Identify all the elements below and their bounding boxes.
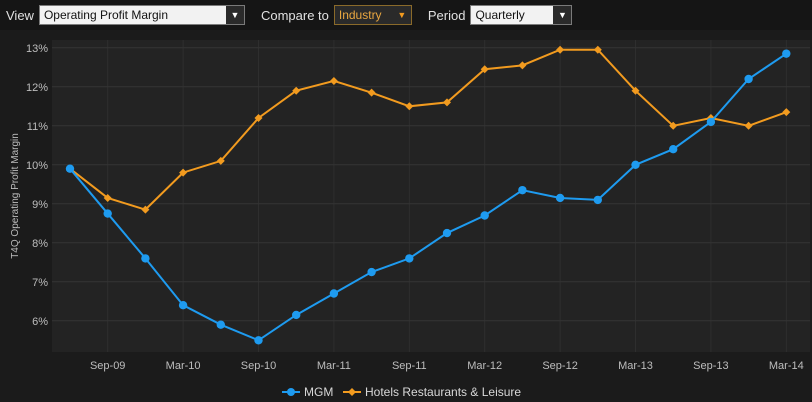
view-label: View [6,7,34,23]
data-point[interactable] [480,211,489,220]
data-point[interactable] [593,45,602,54]
chart-area: 6% 7% 8% 9% 10% 11% 12% 13% Sep-09 Mar-10 Sep-10 M… [0,30,812,402]
data-point[interactable] [367,88,376,97]
legend-marker [348,388,356,396]
legend-item[interactable]: Hotels Restaurants & Leisure [343,385,521,399]
line-chart: 6% 7% 8% 9% 10% 11% 12% 13% Sep-09 Mar-10 Sep-10 M… [10,40,810,399]
x-tick-label: Mar-13 [618,360,653,372]
data-point[interactable] [556,45,565,54]
data-point[interactable] [744,121,753,130]
data-point[interactable] [103,209,112,218]
x-axis-ticks: Sep-09 Mar-10 Sep-10 Mar-11 Sep-11 Mar-12 Sep-… [90,360,804,372]
data-point[interactable] [405,102,414,111]
data-point[interactable] [443,98,451,107]
data-point[interactable] [706,117,716,127]
data-point[interactable] [593,195,602,205]
y-tick-label: 7% [32,277,48,289]
data-point[interactable] [782,49,791,58]
data-point[interactable] [367,267,376,277]
x-tick-label: Mar-10 [166,360,201,372]
x-tick-label: Sep-09 [90,360,125,372]
data-point[interactable] [254,114,263,122]
data-point[interactable] [216,320,225,329]
y-tick-label: 6% [32,316,48,328]
data-point[interactable] [103,193,112,202]
data-point[interactable] [254,336,263,345]
x-tick-label: Sep-11 [392,360,427,372]
series-layer [65,45,791,345]
data-point[interactable] [442,228,452,238]
data-point[interactable] [329,289,339,298]
data-point[interactable] [555,193,565,203]
data-point[interactable] [141,254,150,263]
data-point[interactable] [744,74,753,84]
data-point[interactable] [518,185,527,195]
view-select-value: Operating Profit Margin [43,8,169,22]
legend-label: Hotels Restaurants & Leisure [365,385,521,399]
data-point[interactable] [405,254,414,263]
legend-item[interactable]: MGM [282,385,333,399]
data-point[interactable] [518,61,527,70]
y-axis-ticks: 6% 7% 8% 9% 10% 11% 12% 13% [26,43,48,328]
chevron-down-icon[interactable]: ▼ [553,6,572,24]
y-tick-label: 10% [26,160,48,172]
data-point[interactable] [669,121,678,130]
data-point[interactable] [631,160,640,169]
legend-label: MGM [304,385,333,399]
data-point[interactable] [178,301,188,310]
y-tick-label: 12% [26,82,48,94]
data-point[interactable] [480,65,489,74]
series-line [69,52,787,342]
data-point[interactable] [669,145,678,154]
y-tick-label: 11% [27,121,48,133]
chevron-down-icon[interactable]: ▼ [392,6,411,24]
compare-select[interactable]: Industry ▼ [333,5,412,25]
data-point[interactable] [631,86,640,95]
series-line [69,48,787,211]
compare-select-value: Industry [338,8,382,22]
period-select-value: Quarterly [475,8,525,22]
period-select[interactable]: Quarterly ▼ [470,5,573,25]
x-tick-label: Mar-14 [769,360,804,372]
y-tick-label: 8% [32,238,48,250]
data-point[interactable] [65,164,75,173]
data-point[interactable] [292,86,301,95]
x-tick-label: Sep-10 [241,360,276,372]
period-label: Period [427,7,466,23]
grid-horizontal [52,47,810,322]
x-tick-label: Sep-12 [542,360,577,372]
x-tick-label: Mar-11 [317,360,351,372]
compare-label: Compare to [260,7,329,23]
data-point[interactable] [179,168,188,177]
data-point[interactable] [292,310,301,320]
chevron-down-icon[interactable]: ▼ [225,6,244,24]
data-point[interactable] [329,76,338,85]
y-axis-label: T4Q Operating Profit Margin [10,133,21,259]
y-tick-label: 9% [32,199,48,211]
series-mgm [65,49,791,345]
data-point[interactable] [141,205,150,214]
x-tick-label: Mar-12 [467,360,502,372]
data-point[interactable] [216,156,225,165]
view-select[interactable]: Operating Profit Margin ▼ [38,5,245,25]
toolbar: View Operating Profit Margin ▼ Compare t… [0,0,812,30]
y-tick-label: 13% [26,43,48,55]
legend: MGM Hotels Restaurants & Leisure [282,385,521,399]
x-tick-label: Sep-13 [693,360,728,372]
legend-marker [287,388,295,396]
data-point[interactable] [782,108,791,117]
